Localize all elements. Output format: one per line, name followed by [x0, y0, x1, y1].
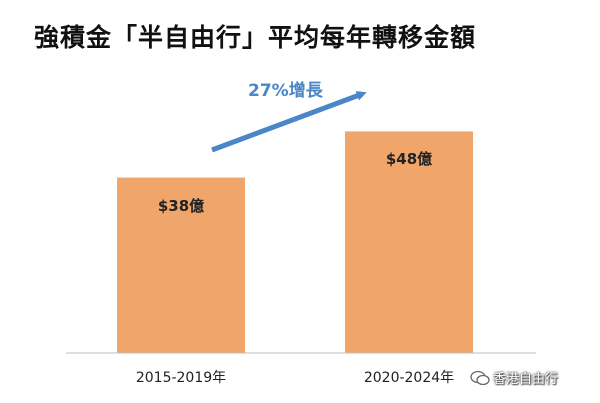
bar-1	[117, 177, 245, 353]
growth-annotation: 27%增長	[248, 81, 323, 101]
x-tick-label: 2015-2019年	[135, 370, 227, 386]
watermark: 香港自由行	[470, 368, 558, 387]
watermark-text: 香港自由行	[493, 372, 559, 387]
bar-value-label: $38億	[157, 196, 205, 215]
x-tick-label: 2020-2024年	[363, 370, 455, 386]
bar-2	[345, 131, 473, 353]
bar-value-label: $48億	[385, 150, 433, 169]
growth-arrow	[211, 91, 367, 153]
chart-title: 強積金「半自由行」平均每年轉移金額	[34, 23, 477, 52]
wechat-icon	[470, 370, 490, 385]
